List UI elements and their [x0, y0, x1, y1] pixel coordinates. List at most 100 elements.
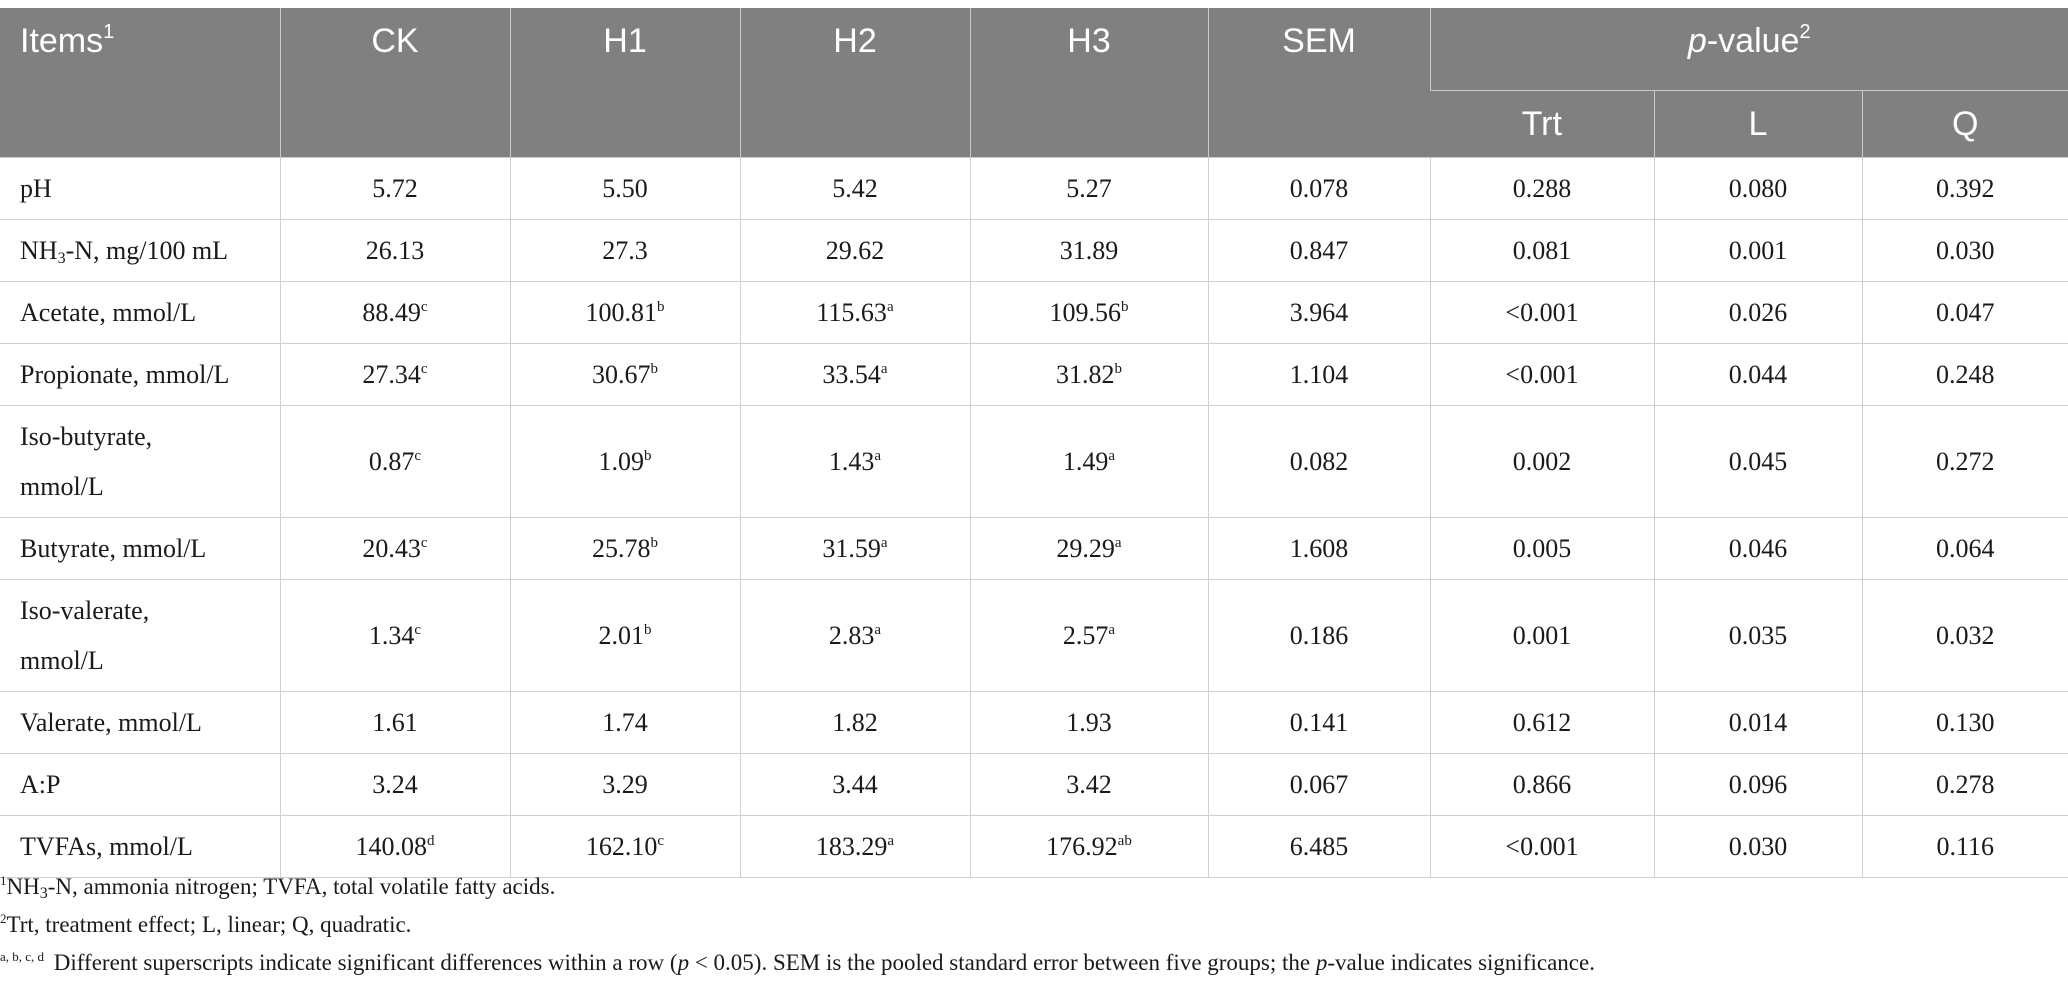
cell-h2: 2.83a	[739, 579, 971, 692]
cell-sem: 3.964	[1207, 281, 1431, 344]
cell-ck: 20.43c	[279, 517, 511, 580]
cell-ck: 1.61	[279, 691, 511, 754]
cell-h2: 31.59a	[739, 517, 971, 580]
footnote-2: 2Trt, treatment effect; L, linear; Q, qu…	[0, 911, 412, 937]
cell-sem: 6.485	[1207, 815, 1431, 878]
row-label: pH	[0, 157, 281, 220]
cell-ck: 0.87c	[279, 405, 511, 518]
cell-h2: 33.54a	[739, 343, 971, 406]
cell-h1: 2.01b	[509, 579, 741, 692]
table-row: Acetate, mmol/L 88.49c 100.81b 115.63a 1…	[0, 281, 2068, 344]
table-row: Iso-butyrate, mmol/L 0.87c 1.09b 1.43a 1.…	[0, 405, 2068, 518]
cell-q: 0.130	[1861, 691, 2068, 754]
cell-trt: 0.005	[1429, 517, 1655, 580]
cell-trt: 0.002	[1429, 405, 1655, 518]
cell-trt: <0.001	[1429, 815, 1655, 878]
row-label: Propionate, mmol/L	[0, 343, 281, 406]
cell-h1: 27.3	[509, 219, 741, 282]
cell-l: 0.035	[1653, 579, 1863, 692]
cell-trt: 0.288	[1429, 157, 1655, 220]
cell-h2: 1.43a	[739, 405, 971, 518]
cell-sem: 0.082	[1207, 405, 1431, 518]
cell-trt: 0.612	[1429, 691, 1655, 754]
cell-h1: 162.10c	[509, 815, 741, 878]
cell-trt: 0.866	[1429, 753, 1655, 816]
row-label: NH3-N, mg/100 mL	[0, 219, 281, 282]
cell-h1: 25.78b	[509, 517, 741, 580]
cell-q: 0.272	[1861, 405, 2068, 518]
cell-h3: 29.29a	[969, 517, 1209, 580]
cell-l: 0.096	[1653, 753, 1863, 816]
header-h2: H2	[739, 8, 970, 158]
header-l: L	[1653, 90, 1862, 158]
cell-q: 0.248	[1861, 343, 2068, 406]
cell-l: 0.044	[1653, 343, 1863, 406]
row-label: A:P	[0, 753, 281, 816]
table-row: NH3-N, mg/100 mL 26.13 27.3 29.62 31.89 …	[0, 219, 2068, 282]
cell-ck: 27.34c	[279, 343, 511, 406]
footnote-1: 1NH3-N, ammonia nitrogen; TVFA, total vo…	[0, 873, 556, 902]
cell-h3: 109.56b	[969, 281, 1209, 344]
header-items: Items1	[0, 8, 280, 158]
table-row: pH 5.72 5.50 5.42 5.27 0.078 0.288 0.080…	[0, 157, 2068, 220]
cell-ck: 5.72	[279, 157, 511, 220]
row-label: Acetate, mmol/L	[0, 281, 281, 344]
cell-q: 0.032	[1861, 579, 2068, 692]
cell-sem: 0.186	[1207, 579, 1431, 692]
cell-trt: 0.001	[1429, 579, 1655, 692]
table-row: Valerate, mmol/L 1.61 1.74 1.82 1.93 0.1…	[0, 691, 2068, 754]
results-table: Items1 CK H1 H2 H3 SEM p-value2 Trt L Q …	[0, 8, 2068, 878]
cell-trt: <0.001	[1429, 343, 1655, 406]
cell-h1: 5.50	[509, 157, 741, 220]
cell-l: 0.046	[1653, 517, 1863, 580]
cell-h1: 100.81b	[509, 281, 741, 344]
cell-q: 0.047	[1861, 281, 2068, 344]
cell-l: 0.026	[1653, 281, 1863, 344]
cell-l: 0.030	[1653, 815, 1863, 878]
cell-h2: 5.42	[739, 157, 971, 220]
cell-h2: 115.63a	[739, 281, 971, 344]
row-label: Butyrate, mmol/L	[0, 517, 281, 580]
header-q: Q	[1861, 90, 2068, 158]
cell-h3: 2.57a	[969, 579, 1209, 692]
table-row: TVFAs, mmol/L 140.08d 162.10c 183.29a 17…	[0, 815, 2068, 878]
cell-q: 0.064	[1861, 517, 2068, 580]
table-row: Butyrate, mmol/L 20.43c 25.78b 31.59a 29…	[0, 517, 2068, 580]
cell-h3: 176.92ab	[969, 815, 1209, 878]
cell-ck: 140.08d	[279, 815, 511, 878]
table-row: Iso-valerate, mmol/L 1.34c 2.01b 2.83a 2.…	[0, 579, 2068, 692]
table-row: A:P 3.24 3.29 3.44 3.42 0.067 0.866 0.09…	[0, 753, 2068, 816]
cell-h1: 1.09b	[509, 405, 741, 518]
cell-l: 0.014	[1653, 691, 1863, 754]
header-h3: H3	[969, 8, 1208, 158]
cell-h3: 31.82b	[969, 343, 1209, 406]
cell-sem: 0.067	[1207, 753, 1431, 816]
cell-h3: 1.93	[969, 691, 1209, 754]
cell-trt: 0.081	[1429, 219, 1655, 282]
header-p-value: p-value2	[1429, 8, 2068, 91]
cell-h2: 29.62	[739, 219, 971, 282]
header-h1: H1	[509, 8, 740, 158]
cell-ck: 1.34c	[279, 579, 511, 692]
cell-h1: 3.29	[509, 753, 741, 816]
header-trt: Trt	[1430, 90, 1654, 158]
cell-h3: 3.42	[969, 753, 1209, 816]
cell-q: 0.030	[1861, 219, 2068, 282]
cell-q: 0.392	[1861, 157, 2068, 220]
cell-h1: 1.74	[509, 691, 741, 754]
row-label: Valerate, mmol/L	[0, 691, 281, 754]
cell-sem: 1.608	[1207, 517, 1431, 580]
cell-q: 0.278	[1861, 753, 2068, 816]
cell-h2: 183.29a	[739, 815, 971, 878]
cell-sem: 0.847	[1207, 219, 1431, 282]
cell-ck: 88.49c	[279, 281, 511, 344]
cell-h3: 1.49a	[969, 405, 1209, 518]
cell-q: 0.116	[1861, 815, 2068, 878]
cell-l: 0.080	[1653, 157, 1863, 220]
cell-l: 0.045	[1653, 405, 1863, 518]
row-label: Iso-butyrate, mmol/L	[0, 405, 281, 518]
cell-h2: 3.44	[739, 753, 971, 816]
cell-ck: 26.13	[279, 219, 511, 282]
header-ck: CK	[279, 8, 510, 158]
cell-trt: <0.001	[1429, 281, 1655, 344]
